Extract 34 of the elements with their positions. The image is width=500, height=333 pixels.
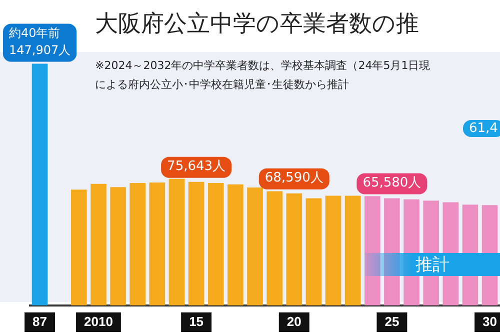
- bar: [32, 64, 48, 306]
- bar: [344, 196, 361, 306]
- bar: [168, 178, 185, 306]
- bar: [149, 182, 166, 306]
- x-tick-label: 87: [32, 314, 48, 329]
- x-tick-label: 25: [384, 314, 400, 329]
- bar: [384, 198, 400, 306]
- bar: [482, 205, 498, 306]
- bar: [306, 198, 322, 306]
- bar: [247, 187, 263, 306]
- bar: [130, 183, 146, 306]
- bar: [286, 193, 302, 306]
- bar: [462, 204, 478, 306]
- data-label: 65,580人: [362, 176, 422, 191]
- data-label: 68,590人: [264, 170, 324, 186]
- x-tick-label: 15: [189, 314, 204, 329]
- bar: [188, 182, 204, 306]
- bar: [90, 184, 106, 306]
- bar: [364, 196, 380, 306]
- bar: [228, 184, 244, 306]
- bar: [208, 183, 224, 306]
- bar: [71, 190, 87, 306]
- x-tick-label: 2010: [84, 314, 113, 329]
- bar: [266, 191, 282, 306]
- data-label: 147,907人: [8, 42, 71, 57]
- chart-title: 大阪府公立中学の卒業者数の推: [95, 10, 419, 39]
- text: ※2024～2032年の中学卒業者数は、学校基本調査（24年5月1日現による府内公立小･中学校在籍児童･生徒数から推計: [95, 58, 432, 93]
- x-tick-label: 20: [286, 314, 302, 329]
- annotation: 61,4: [463, 120, 500, 137]
- x-tick-label: 30: [482, 314, 498, 329]
- bar: [325, 196, 342, 306]
- bar: [110, 187, 126, 306]
- text: 約40年前: [8, 26, 60, 40]
- data-label: 75,643人: [167, 159, 226, 174]
